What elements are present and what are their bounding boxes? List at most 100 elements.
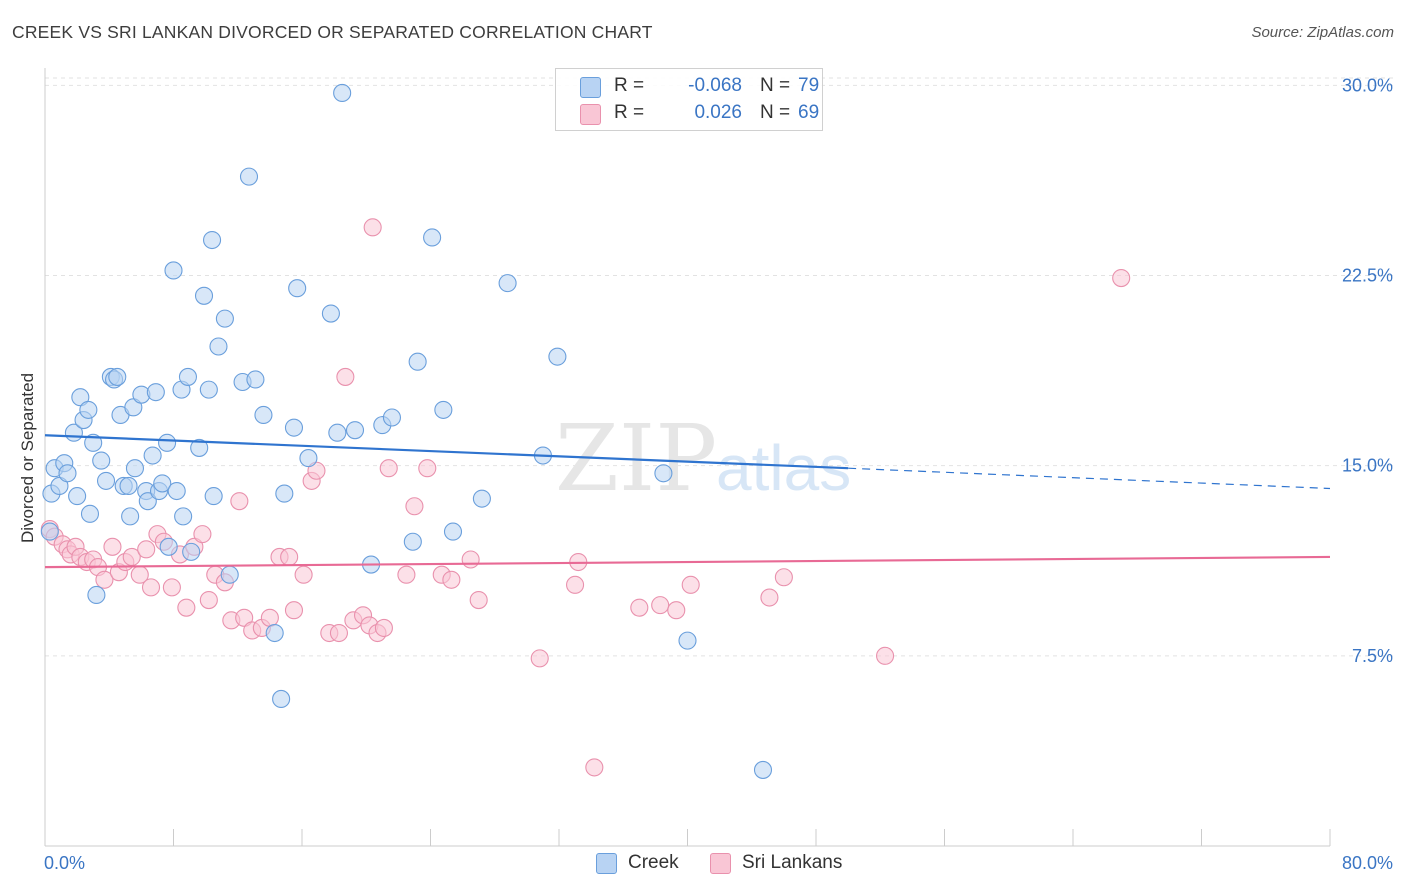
sri-lankans-point [530, 649, 549, 668]
sri-lankans-point [1112, 269, 1131, 288]
creek-point [125, 459, 144, 478]
sri-lankans-point [469, 591, 488, 610]
x-tick-labels: 0.0% 80.0% [44, 853, 1393, 873]
creek-point [288, 279, 307, 298]
creek-point [654, 464, 673, 483]
creek-point [96, 471, 116, 490]
sri-lankans-point [651, 596, 670, 615]
sri-lankans-point [260, 608, 279, 627]
legend-n-value: 69 [798, 102, 820, 123]
creek-point [382, 408, 402, 427]
sri-lankans-point [235, 608, 254, 627]
sri-lankans-point [137, 540, 156, 559]
creek-point [167, 481, 186, 501]
y-tick-label: 30.0% [1342, 75, 1393, 95]
sri-lankans-point [336, 367, 355, 386]
sri-lankans-point [230, 492, 249, 511]
y-tick-labels: 7.5% 15.0% 22.5% 30.0% [1342, 75, 1393, 665]
bottom-legend-creek-label: Creek [628, 852, 679, 873]
creek-point [194, 286, 214, 305]
axes [44, 68, 1331, 847]
creek-point [158, 433, 177, 452]
sri-lankans-point [280, 547, 299, 567]
sri-lankans-point [379, 459, 398, 478]
creek-point [408, 352, 427, 371]
creek-point [284, 418, 304, 437]
sri-lankans-point [405, 497, 424, 516]
creek-point [254, 405, 273, 425]
creek-point [80, 504, 100, 523]
sri-lankans-point [284, 601, 304, 620]
creek-point [50, 476, 69, 496]
creek-swatch [596, 853, 617, 874]
legend-n-label: N = [760, 102, 791, 123]
sri-lankans-point [397, 565, 416, 584]
sri-lankans-point [585, 758, 604, 777]
sri-lankans-point [199, 591, 218, 610]
y-tick-label: 22.5% [1342, 266, 1393, 286]
correlation-legend: R = -0.068 N = 79 R = 0.026 N = 69 [555, 68, 823, 131]
creek-point [40, 522, 59, 541]
legend-r-label: R = [614, 75, 645, 96]
sri-lankans-point [95, 570, 114, 589]
sri-lankans-point [760, 588, 779, 607]
sri-lankans-point [667, 601, 686, 620]
creek-point [178, 367, 198, 386]
sri-lankans-point [374, 618, 393, 637]
creek-point [548, 347, 567, 366]
creek-point [92, 451, 111, 470]
sri-lankans-point [141, 578, 161, 597]
creek-point [203, 230, 222, 250]
creek-point [678, 631, 697, 650]
creek-point [124, 398, 143, 417]
creek-trend-extension [848, 467, 1331, 490]
creek-point [108, 367, 127, 386]
sri-lankans-point [566, 575, 585, 594]
creek-point [275, 484, 294, 503]
sri-lankans-point [681, 575, 700, 594]
chart-title: CREEK VS SRI LANKAN DIVORCED OR SEPARATE… [12, 22, 653, 42]
creek-point [272, 689, 291, 708]
sri-lankans-point [876, 646, 895, 665]
creek-point [182, 542, 201, 561]
legend-r-value: 0.026 [694, 102, 742, 123]
creek-point [58, 464, 77, 483]
creek-point [84, 433, 103, 452]
creek-point [265, 623, 284, 643]
creek-point [434, 400, 453, 419]
sri-lankans-point [294, 565, 313, 584]
creek-point [164, 261, 183, 280]
y-tick-label: 15.0% [1342, 456, 1393, 476]
creek-point [138, 492, 157, 511]
creek-point [403, 532, 422, 551]
sri-lankans-point [329, 623, 348, 643]
creek-point [321, 304, 340, 323]
sri-lankans-point [103, 537, 122, 556]
creek-point [68, 487, 87, 506]
sri-lankans-point [442, 570, 461, 589]
sri-lankans-swatch [580, 104, 601, 125]
creek-point [71, 388, 90, 407]
legend-r-label: R = [614, 102, 645, 123]
creek-point [190, 438, 209, 457]
creek-points [40, 83, 773, 779]
creek-point [159, 537, 178, 556]
sri-lankans-point [461, 550, 480, 569]
sri-lankans-point [193, 525, 212, 544]
sri-lankans-point [177, 598, 196, 617]
creek-point [472, 489, 491, 508]
creek-point [498, 274, 517, 293]
creek-point [153, 474, 172, 493]
x-tick-label-min: 0.0% [44, 853, 85, 873]
creek-point [79, 400, 98, 419]
y-axis-label: Divorced or Separated [18, 372, 37, 544]
creek-point [199, 380, 218, 399]
sri-lankans-point [418, 459, 437, 478]
x-tick-label-max: 80.0% [1342, 853, 1393, 873]
creek-point [121, 507, 140, 526]
creek-point [119, 476, 138, 496]
creek-point [443, 522, 463, 541]
creek-point [143, 446, 162, 465]
source-label: Source: ZipAtlas.com [1251, 24, 1394, 41]
